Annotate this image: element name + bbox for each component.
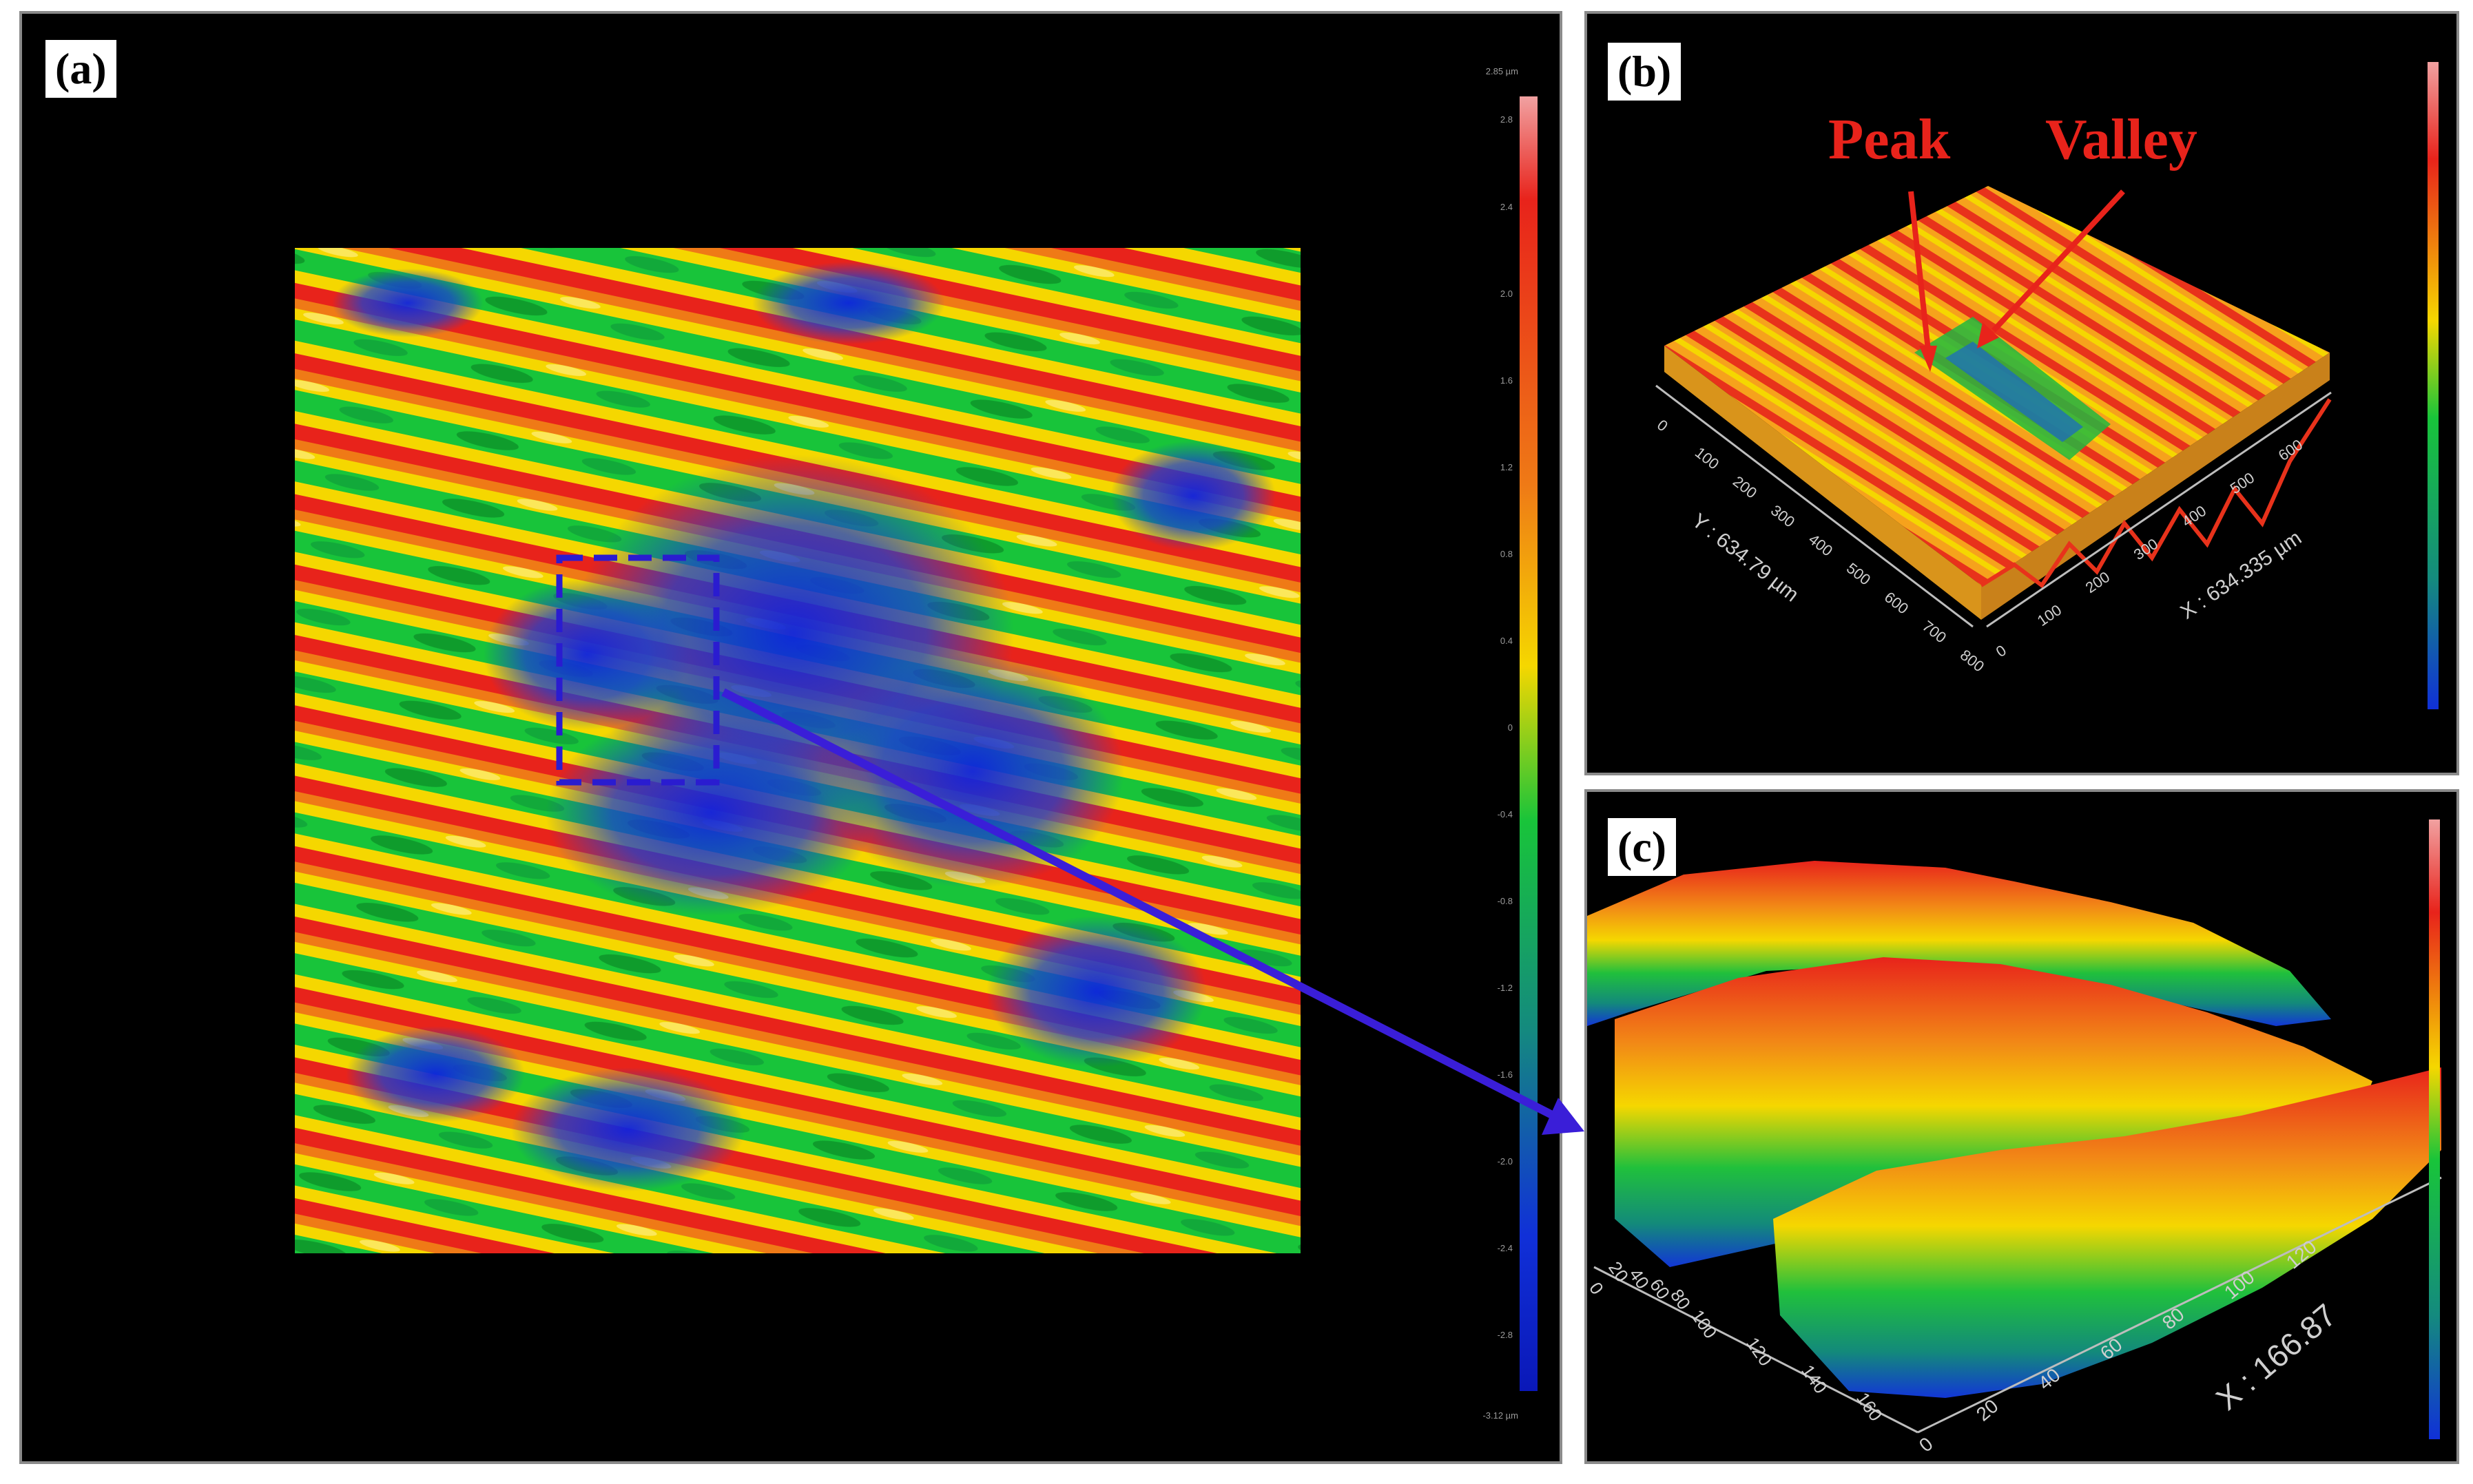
panel-a-label: (a) [45, 40, 116, 98]
svg-text:400: 400 [1805, 530, 1836, 559]
panel-b-label: (b) [1608, 43, 1682, 101]
svg-text:200: 200 [2082, 568, 2113, 596]
svg-text:140: 140 [1797, 1361, 1831, 1397]
valley-arrow [1991, 189, 2125, 333]
panel-c-x-axis-label: X : 166.87 [2209, 1297, 2343, 1417]
surface-topography-map: 2.85 µm 2.8 2.4 2.0 1.6 1.2 0.8 0.4 0 -0… [295, 66, 1538, 1421]
panel-c-label: (c) [1608, 818, 1677, 876]
svg-text:-2.8: -2.8 [1498, 1330, 1513, 1340]
svg-text:20: 20 [1972, 1395, 2003, 1425]
svg-text:700: 700 [1919, 617, 1949, 646]
svg-text:1.6: 1.6 [1500, 375, 1513, 386]
svg-text:800: 800 [1957, 646, 1987, 675]
valley-annotation: Valley [2045, 107, 2197, 171]
svg-text:0.4: 0.4 [1500, 636, 1513, 646]
svg-text:200: 200 [1730, 472, 1760, 501]
svg-text:500: 500 [1843, 559, 1874, 588]
svg-text:300: 300 [1768, 501, 1798, 530]
svg-text:0: 0 [1508, 722, 1513, 733]
svg-text:2.8: 2.8 [1500, 114, 1513, 125]
color-scale-bar: 2.85 µm 2.8 2.4 2.0 1.6 1.2 0.8 0.4 0 -0… [1482, 66, 1538, 1421]
svg-text:2.0: 2.0 [1500, 289, 1513, 299]
panel-c-color-scale [2429, 819, 2440, 1439]
panel-b-x-axis-label: X : 634.335 µm [2176, 526, 2306, 623]
svg-text:160: 160 [1852, 1388, 1886, 1425]
svg-text:-0.4: -0.4 [1498, 809, 1513, 819]
peak-annotation: Peak [1828, 107, 1951, 171]
svg-text:400: 400 [2179, 502, 2209, 530]
surface-3d-zoom: 0 20 40 60 80 100 120 140 160 0 20 40 60… [1587, 819, 2442, 1456]
scale-bottom-label: -3.12 µm [1482, 1410, 1518, 1421]
svg-text:100: 100 [1692, 443, 1722, 472]
svg-text:0.8: 0.8 [1500, 549, 1513, 559]
svg-text:-2.0: -2.0 [1498, 1156, 1513, 1167]
svg-text:20: 20 [1604, 1257, 1633, 1286]
svg-text:600: 600 [1881, 588, 1912, 617]
svg-text:1.2: 1.2 [1500, 462, 1513, 472]
svg-text:-1.2: -1.2 [1498, 983, 1513, 993]
svg-text:0: 0 [1993, 642, 2009, 661]
svg-text:-0.8: -0.8 [1498, 896, 1513, 906]
svg-text:0: 0 [1654, 416, 1671, 435]
zoom-selection-box [556, 554, 720, 786]
svg-text:100: 100 [1687, 1306, 1721, 1342]
svg-text:-1.6: -1.6 [1498, 1069, 1513, 1080]
svg-text:120: 120 [1742, 1333, 1776, 1370]
scale-top-label: 2.85 µm [1486, 66, 1518, 76]
panel-b: (b) 0 [1584, 11, 2459, 775]
svg-text:100: 100 [2034, 601, 2065, 629]
peak-arrow [1908, 191, 1931, 351]
panel-c: (c) [1584, 789, 2459, 1464]
svg-text:0: 0 [1587, 1278, 1608, 1298]
panel-b-color-scale [2428, 62, 2439, 709]
svg-text:-2.4: -2.4 [1498, 1243, 1513, 1253]
panel-a: (a) [19, 11, 1562, 1464]
surface-3d-overview: 0 100 200 300 400 500 600 700 800 Y : 63… [1654, 62, 2439, 709]
svg-text:2.4: 2.4 [1500, 202, 1513, 212]
svg-text:0: 0 [1915, 1433, 1937, 1456]
